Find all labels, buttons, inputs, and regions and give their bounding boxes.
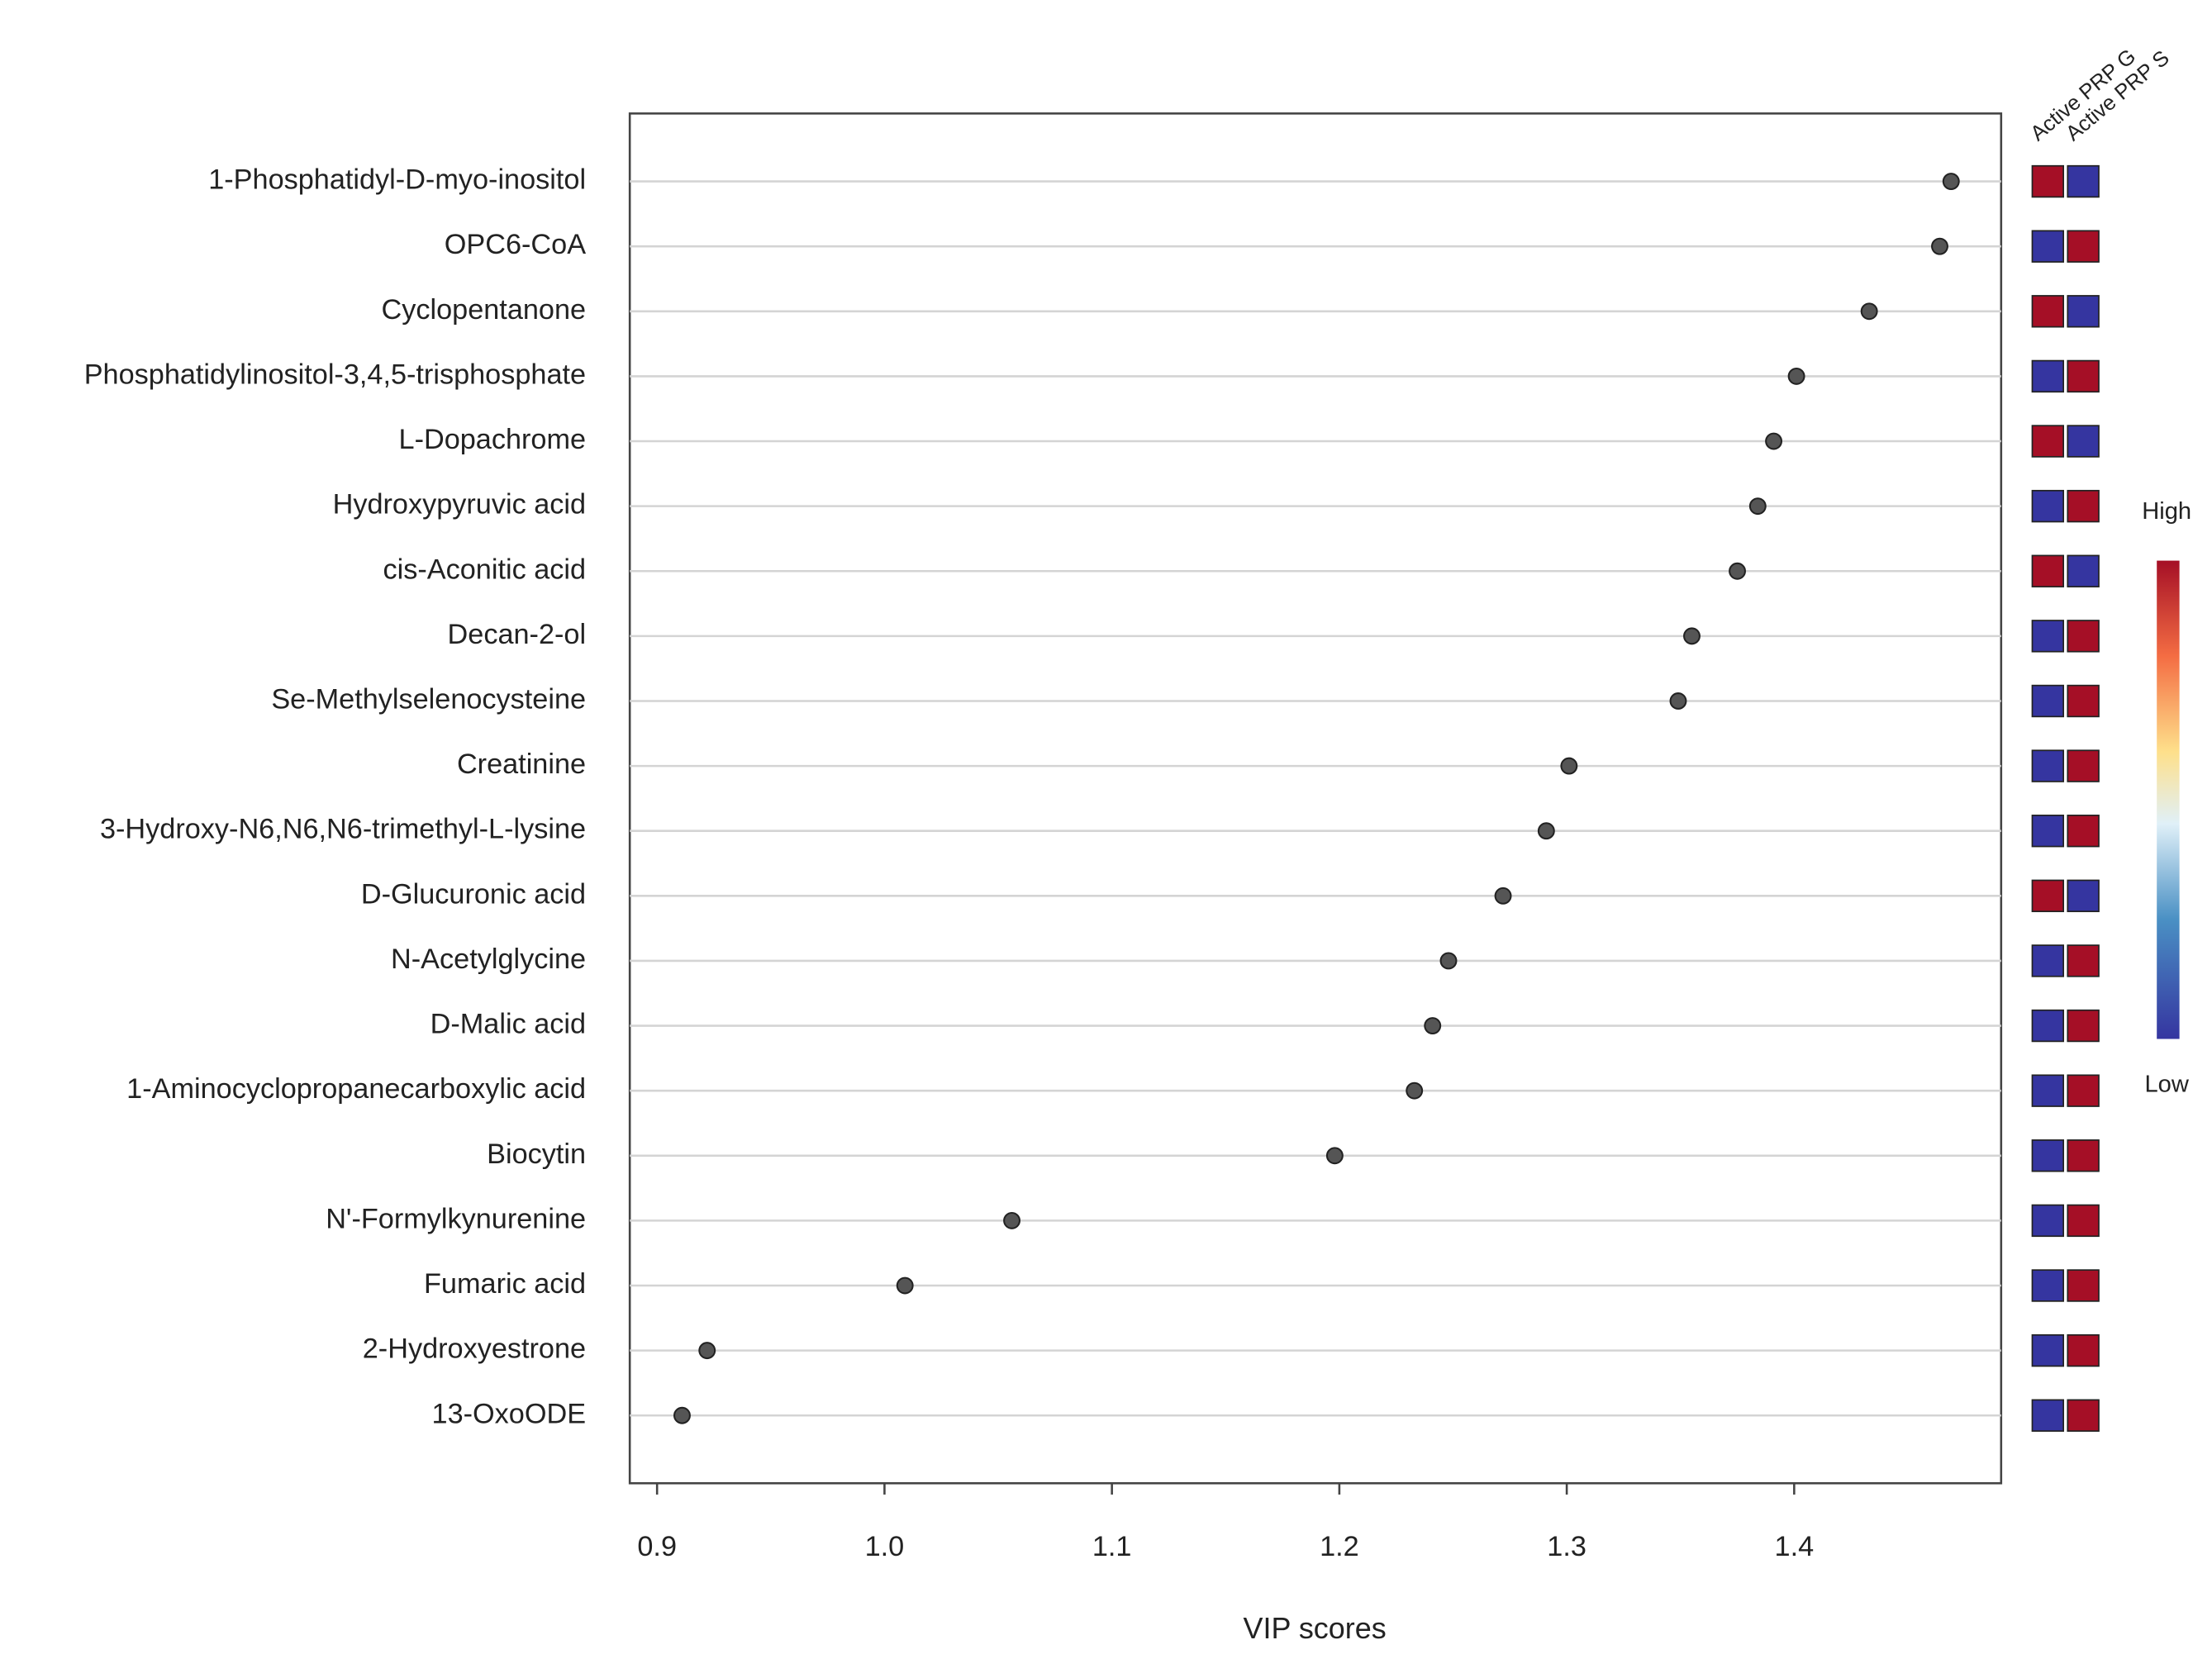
heatmap-cell xyxy=(2031,1139,2065,1172)
dot xyxy=(1669,692,1687,710)
heatmap-cell xyxy=(2067,295,2100,328)
y-tick-label: Hydroxypyruvic acid xyxy=(333,489,586,521)
dot xyxy=(1560,757,1578,775)
dot xyxy=(698,1342,716,1360)
y-tick-label: D-Malic acid xyxy=(431,1009,586,1040)
heatmap-cell xyxy=(2031,359,2065,393)
dot xyxy=(1683,627,1701,645)
heatmap-cell xyxy=(2067,230,2100,263)
y-tick-label: N'-Formylkynurenine xyxy=(326,1203,586,1234)
heatmap-cell xyxy=(2031,1204,2065,1238)
y-tick-label: Biocytin xyxy=(487,1138,586,1170)
heatmap-cell xyxy=(2067,554,2100,587)
heatmap-cell xyxy=(2031,489,2065,523)
x-axis-title: VIP scores xyxy=(1244,1611,1387,1645)
y-tick-label: 1-Aminocyclopropanecarboxylic acid xyxy=(126,1073,586,1105)
dot xyxy=(1325,1147,1344,1165)
heatmap-cell xyxy=(2031,164,2065,198)
heatmap-cell xyxy=(2067,1009,2100,1043)
x-tick-label: 1.1 xyxy=(1092,1531,1132,1562)
heatmap-cell xyxy=(2031,1333,2065,1367)
y-tick-label: OPC6-CoA xyxy=(445,229,586,260)
y-tick-label: Phosphatidylinositol-3,4,5-trisphosphate xyxy=(84,359,586,390)
heatmap-cell xyxy=(2067,620,2100,653)
dot xyxy=(673,1406,691,1424)
heatmap-cell xyxy=(2031,815,2065,848)
y-tick-label: cis-Aconitic acid xyxy=(383,554,587,585)
y-tick-label: Decan-2-ol xyxy=(448,619,587,650)
dot xyxy=(1942,173,1960,191)
dot xyxy=(896,1276,914,1295)
heatmap-cell xyxy=(2067,879,2100,913)
heatmap-cell xyxy=(2031,944,2065,977)
plot-frame xyxy=(628,112,2003,1485)
heatmap-cell xyxy=(2067,489,2100,523)
heatmap-cell xyxy=(2031,684,2065,718)
y-tick-label: 3-Hydroxy-N6,N6,N6-trimethyl-L-lysine xyxy=(100,814,586,845)
legend-low: Low xyxy=(2144,1072,2189,1098)
heatmap-cell xyxy=(2031,230,2065,263)
dot xyxy=(1787,367,1805,385)
heatmap-cell xyxy=(2031,1399,2065,1432)
dot xyxy=(1860,302,1878,321)
heatmap-cell xyxy=(2031,620,2065,653)
x-tick-label: 1.0 xyxy=(865,1531,905,1562)
heatmap-cell xyxy=(2067,1074,2100,1107)
colorbar xyxy=(2157,560,2180,1039)
heatmap-cell xyxy=(2067,1269,2100,1302)
dot xyxy=(1003,1211,1020,1229)
dot xyxy=(1424,1017,1442,1035)
dot xyxy=(1729,562,1746,580)
heatmap-cell xyxy=(2031,425,2065,458)
dot xyxy=(1537,822,1555,840)
heatmap-cell xyxy=(2067,164,2100,198)
heatmap-cell xyxy=(2067,815,2100,848)
heatmap-cell xyxy=(2031,879,2065,913)
dot xyxy=(1494,887,1512,905)
heatmap-cell xyxy=(2067,425,2100,458)
y-tick-label: 2-Hydroxyestrone xyxy=(363,1333,586,1365)
heatmap-cell xyxy=(2031,554,2065,587)
y-tick-label: N-Acetylglycine xyxy=(391,944,586,975)
heatmap-cell xyxy=(2067,1333,2100,1367)
y-tick-label: Cyclopentanone xyxy=(382,294,587,326)
y-tick-label: L-Dopachrome xyxy=(399,424,587,455)
heatmap-cell xyxy=(2067,1139,2100,1172)
y-tick-label: Creatinine xyxy=(457,749,586,780)
y-tick-label: Fumaric acid xyxy=(424,1268,586,1300)
heatmap-cell xyxy=(2067,1204,2100,1238)
heatmap-cell xyxy=(2067,944,2100,977)
x-tick-label: 1.2 xyxy=(1320,1531,1359,1562)
heatmap-cell xyxy=(2067,749,2100,782)
dot xyxy=(1748,497,1767,516)
heatmap-cell xyxy=(2067,359,2100,393)
legend-high: High xyxy=(2142,498,2191,525)
heatmap-cell xyxy=(2031,1269,2065,1302)
y-tick-label: 1-Phosphatidyl-D-myo-inositol xyxy=(208,164,586,196)
dot xyxy=(1765,432,1783,450)
heatmap-cell xyxy=(2031,295,2065,328)
heatmap-cell xyxy=(2031,1074,2065,1107)
dot xyxy=(1406,1081,1424,1100)
y-tick-label: Se-Methylselenocysteine xyxy=(271,684,586,715)
x-tick-label: 1.3 xyxy=(1547,1531,1586,1562)
dot xyxy=(1439,952,1458,970)
heatmap-cell xyxy=(2067,684,2100,718)
x-tick-label: 0.9 xyxy=(637,1531,677,1562)
dot xyxy=(1931,237,1948,255)
y-tick-label: 13-OxoODE xyxy=(432,1398,587,1429)
heatmap-cell xyxy=(2067,1399,2100,1432)
y-tick-label: D-Glucuronic acid xyxy=(361,878,586,910)
x-tick-label: 1.4 xyxy=(1775,1531,1815,1562)
heatmap-cell xyxy=(2031,749,2065,782)
heatmap-cell xyxy=(2031,1009,2065,1043)
